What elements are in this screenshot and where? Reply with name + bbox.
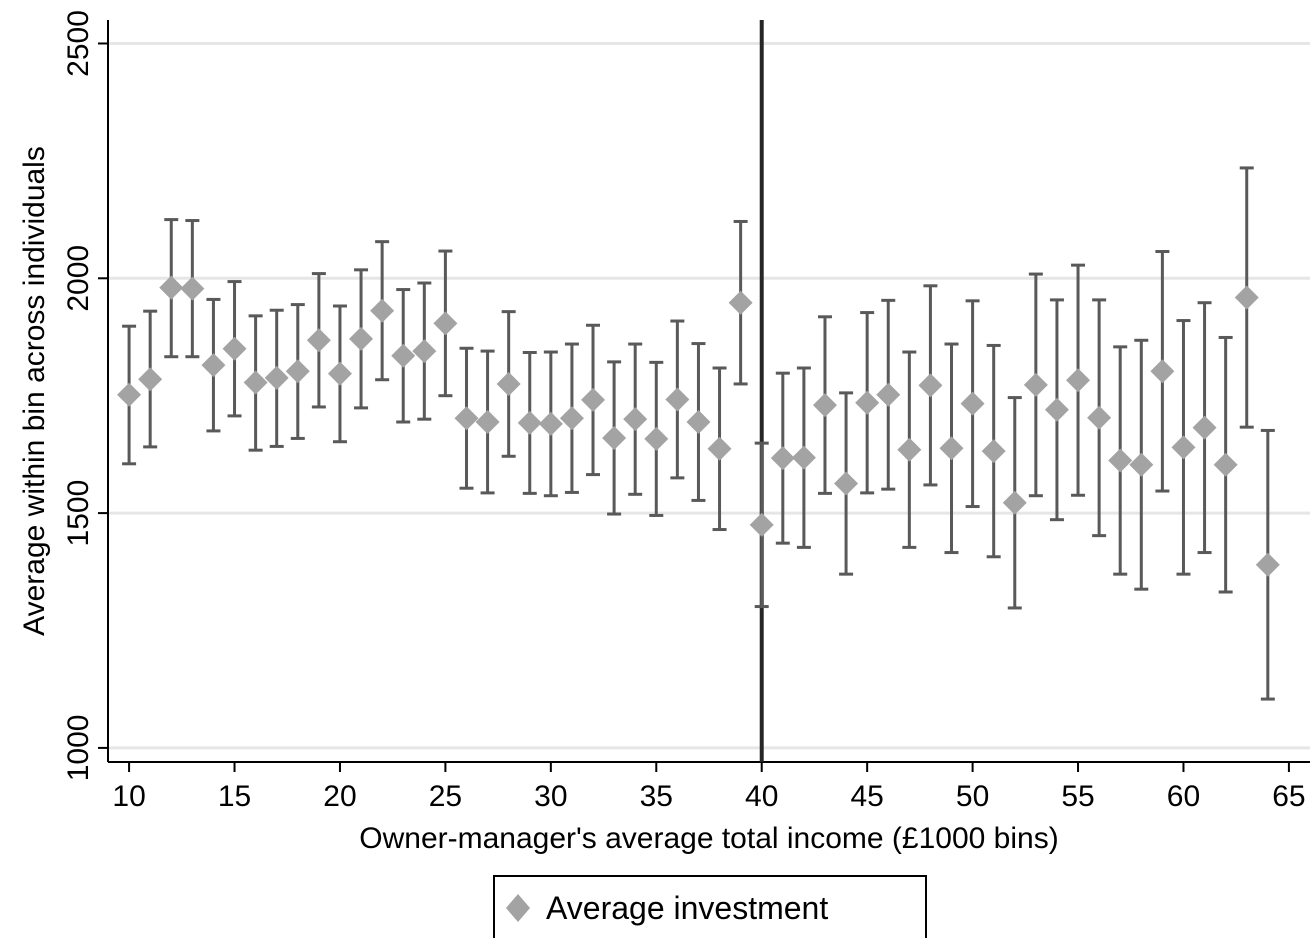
data-point — [770, 446, 795, 471]
data-point — [1087, 405, 1112, 430]
data-point — [749, 512, 774, 537]
x-tick-label: 55 — [1061, 780, 1094, 813]
data-point — [517, 410, 542, 435]
data-point — [117, 382, 142, 407]
data-point — [180, 276, 205, 301]
data-point — [623, 407, 648, 432]
data-points — [117, 275, 1280, 577]
data-point — [644, 426, 669, 451]
data-point — [876, 382, 901, 407]
legend-label: Average investment — [546, 890, 828, 926]
data-point — [1002, 490, 1027, 515]
data-point — [496, 371, 521, 396]
data-point — [475, 409, 500, 434]
data-point — [812, 393, 837, 418]
data-point — [454, 406, 479, 431]
y-tick-label: 1500 — [62, 480, 95, 547]
data-point — [433, 311, 458, 336]
data-point — [138, 367, 163, 392]
data-point — [222, 336, 247, 361]
data-point — [791, 445, 816, 470]
data-point — [285, 359, 310, 384]
data-point — [1234, 285, 1259, 310]
data-point — [370, 298, 395, 323]
x-axis-ticks: 10 15 20 25 30 35 40 45 50 55 60 65 — [112, 762, 1306, 813]
plot-frame — [108, 20, 1310, 762]
data-point — [327, 361, 352, 386]
data-point — [1213, 452, 1238, 477]
x-tick-label: 45 — [850, 780, 883, 813]
data-point — [939, 436, 964, 461]
x-axis-title: Owner-manager's average total income (£1… — [359, 822, 1058, 855]
data-point — [391, 343, 416, 368]
legend-marker-diamond-icon — [506, 894, 530, 922]
data-point — [243, 370, 268, 395]
y-axis-title: Average within bin across individuals — [18, 146, 51, 636]
data-point — [1044, 397, 1069, 422]
y-tick-label: 1000 — [62, 715, 95, 782]
data-point — [1192, 415, 1217, 440]
data-point — [918, 373, 943, 398]
legend-box — [493, 875, 927, 938]
data-point — [602, 425, 627, 450]
data-point — [707, 436, 732, 461]
data-point — [349, 326, 374, 351]
data-point — [581, 387, 606, 412]
x-tick-label: 60 — [1167, 780, 1200, 813]
data-point — [1255, 552, 1280, 577]
data-point — [897, 437, 922, 462]
data-point — [159, 275, 184, 300]
data-point — [834, 471, 859, 496]
x-tick-label: 65 — [1272, 780, 1305, 813]
x-tick-label: 20 — [323, 780, 356, 813]
data-point — [960, 391, 985, 416]
data-point — [665, 387, 690, 412]
x-tick-label: 50 — [956, 780, 989, 813]
data-point — [1066, 368, 1091, 393]
data-point — [855, 390, 880, 415]
grid-lines — [108, 41, 1310, 750]
data-point — [1171, 435, 1196, 460]
data-point — [728, 290, 753, 315]
y-tick-label: 2000 — [62, 245, 95, 312]
data-point — [264, 365, 289, 390]
data-point — [1108, 448, 1133, 473]
x-tick-label: 30 — [534, 780, 567, 813]
data-point — [1129, 452, 1154, 477]
x-tick-label: 35 — [640, 780, 673, 813]
data-point — [201, 353, 226, 378]
x-tick-label: 15 — [218, 780, 251, 813]
data-point — [1023, 372, 1048, 397]
x-tick-label: 25 — [429, 780, 462, 813]
data-point — [412, 339, 437, 364]
data-point — [559, 406, 584, 431]
data-point — [981, 439, 1006, 464]
y-axis-ticks: 1000 1500 2000 2500 — [62, 10, 108, 781]
x-tick-label: 10 — [112, 780, 145, 813]
data-point — [538, 411, 563, 436]
x-tick-label: 40 — [745, 780, 778, 813]
data-point — [306, 328, 331, 353]
data-point — [686, 409, 711, 434]
data-point — [1150, 359, 1175, 384]
y-tick-label: 2500 — [62, 10, 95, 77]
legend: Average investment — [493, 875, 927, 938]
